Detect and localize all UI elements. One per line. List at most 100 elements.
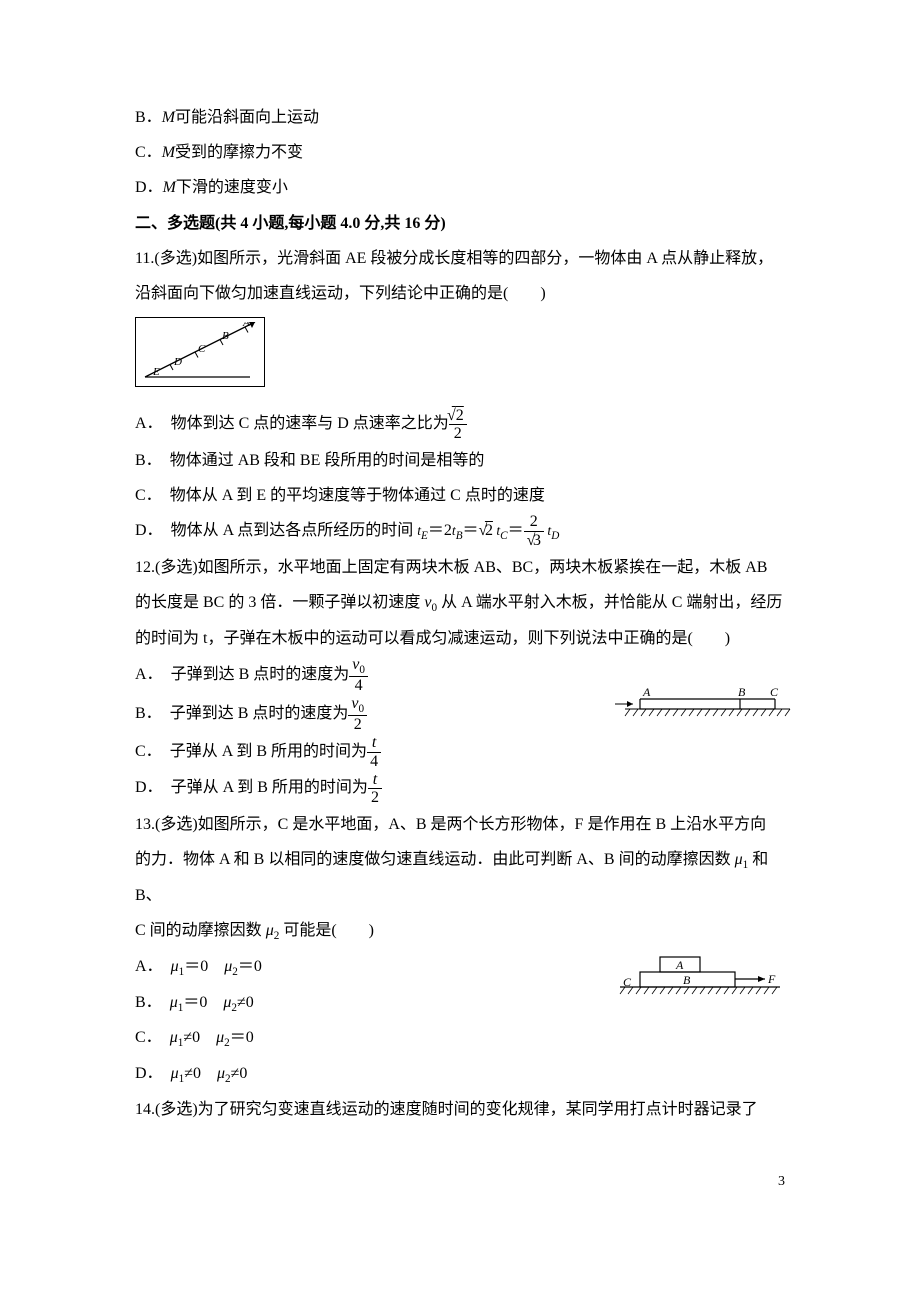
option-label: C． <box>135 1029 154 1046</box>
option-label: A． <box>135 415 155 432</box>
fraction: √22 <box>449 407 467 443</box>
text: 的长度是 BC 的 3 倍．一颗子弹以初速度 <box>135 594 424 611</box>
option-label: C． <box>135 743 154 760</box>
eq: ＝0 <box>183 994 223 1011</box>
svg-text:A: A <box>675 958 684 972</box>
q13-option-d: D． μ1≠0 μ2≠0 <box>135 1056 795 1092</box>
q13-figure-blocks: A B F C <box>605 954 795 1017</box>
eq: ≠0 <box>237 994 254 1011</box>
svg-text:B: B <box>683 973 691 987</box>
q13-option-a: A． μ1＝0 μ2＝0 <box>135 949 605 985</box>
option-label: B． <box>135 109 162 126</box>
numerator: t <box>367 734 381 753</box>
fraction: 2√3 <box>524 513 544 549</box>
svg-text:F: F <box>767 972 776 986</box>
option-label: B． <box>135 452 154 469</box>
var-mu: μ <box>266 922 274 939</box>
q11-stem-2: 沿斜面向下做匀加速直线运动，下列结论中正确的是( ) <box>135 276 795 311</box>
q12-option-d: D． 子弹从 A 到 B 所用的时间为t2 <box>135 770 795 806</box>
eq: ＝ <box>463 522 479 539</box>
eq: ≠0 <box>184 1065 217 1082</box>
numerator: v0 <box>348 695 367 717</box>
svg-text:D: D <box>173 356 182 368</box>
text: 可能是( ) <box>279 922 374 939</box>
eq: ＝0 <box>230 1029 254 1046</box>
var-mu: μ <box>171 1065 179 1082</box>
q12-stem-3: 的时间为 t，子弹在木板中的运动可以看成匀减速运动，则下列说法中正确的是( ) <box>135 621 795 656</box>
q11-figure-incline: A B C D E <box>135 317 265 387</box>
q13-option-b: B． μ1＝0 μ2≠0 <box>135 985 605 1021</box>
q10-option-d: D．M下滑的速度变小 <box>135 170 795 205</box>
option-text: 子弹从 A 到 B 所用的时间为 <box>170 743 367 760</box>
q12-option-a: A． 子弹到达 B 点时的速度为v04 <box>135 656 615 695</box>
text: C 间的动摩擦因数 <box>135 922 266 939</box>
fraction: v04 <box>349 656 368 695</box>
option-label: D． <box>135 1065 155 1082</box>
eq: ＝2 <box>428 522 452 539</box>
eq: ≠0 <box>231 1065 248 1082</box>
subscript: E <box>421 530 428 542</box>
var-m: M <box>162 144 175 161</box>
option-text: 子弹从 A 到 B 所用的时间为 <box>171 779 368 796</box>
option-text: 可能沿斜面向上运动 <box>175 109 319 126</box>
q11-stem-1: 11.(多选)如图所示，光滑斜面 AE 段被分成长度相等的四部分，一物体由 A … <box>135 241 795 276</box>
q13-stem-2: 的力．物体 A 和 B 以相同的速度做匀速直线运动．由此可判断 A、B 间的动摩… <box>135 842 795 913</box>
option-label: A． <box>135 958 155 975</box>
option-text: 物体到达 C 点的速率与 D 点速率之比为 <box>171 415 449 432</box>
q13-stem-3: C 间的动摩擦因数 μ2 可能是( ) <box>135 913 795 949</box>
var-mu: μ <box>171 958 179 975</box>
numerator: 2 <box>524 513 544 532</box>
option-text: 物体通过 AB 段和 BE 段所用的时间是相等的 <box>170 452 485 469</box>
eq: ≠0 <box>183 1029 216 1046</box>
option-label: D． <box>135 179 163 196</box>
var-mu: μ <box>216 1029 224 1046</box>
page-number: 3 <box>135 1167 795 1198</box>
denominator: 2 <box>368 789 382 807</box>
eq: ＝0 <box>238 958 262 975</box>
option-text: 物体从 A 到 E 的平均速度等于物体通过 C 点时的速度 <box>170 487 545 504</box>
option-text: 下滑的速度变小 <box>176 179 288 196</box>
var-mu: μ <box>170 994 178 1011</box>
option-text: 子弹到达 B 点时的速度为 <box>170 705 349 722</box>
svg-text:C: C <box>770 686 779 699</box>
q13-stem-1: 13.(多选)如图所示，C 是水平地面，A、B 是两个长方形物体，F 是作用在 … <box>135 807 795 842</box>
var-m: M <box>162 109 175 126</box>
var-mu: μ <box>217 1065 225 1082</box>
eq: ＝0 <box>184 958 224 975</box>
numerator: t <box>368 771 382 790</box>
option-text: 子弹到达 B 点时的速度为 <box>171 666 350 683</box>
numerator: √2 <box>449 407 467 426</box>
option-label: B． <box>135 994 154 1011</box>
q10-option-b: B．M可能沿斜面向上运动 <box>135 100 795 135</box>
q11-option-b: B． 物体通过 AB 段和 BE 段所用的时间是相等的 <box>135 443 795 478</box>
option-label: D． <box>135 522 155 539</box>
svg-text:B: B <box>222 330 229 342</box>
option-text: 受到的摩擦力不变 <box>175 144 303 161</box>
text: 从 A 端水平射入木板，并恰能从 C 端射出，经历 <box>437 594 782 611</box>
var-mu: μ <box>170 1029 178 1046</box>
fraction: v02 <box>348 695 367 734</box>
q11-option-d: D． 物体从 A 点到达各点所经历的时间 tE＝2tB＝√2 tC＝2√3 tD <box>135 513 795 549</box>
denominator: 4 <box>367 753 381 771</box>
var-mu: μ <box>735 851 743 868</box>
subscript: B <box>456 530 463 542</box>
q11-option-a: A． 物体到达 C 点的速率与 D 点速率之比为 √22 <box>135 406 795 442</box>
svg-text:A: A <box>242 322 250 329</box>
q13-option-c: C． μ1≠0 μ2＝0 <box>135 1020 795 1056</box>
svg-text:A: A <box>642 686 651 699</box>
section-2-title: 二、多选题(共 4 小题,每小题 4.0 分,共 16 分) <box>135 206 795 241</box>
denominator: √3 <box>524 532 544 550</box>
q12-figure-boards: A B C <box>615 686 795 734</box>
numerator: v0 <box>349 656 368 678</box>
option-text: 物体从 A 点到达各点所经历的时间 <box>171 522 418 539</box>
svg-text:E: E <box>152 366 160 378</box>
option-label: D． <box>135 779 155 796</box>
text: 的力．物体 A 和 B 以相同的速度做匀速直线运动．由此可判断 A、B 间的动摩… <box>135 851 735 868</box>
q10-option-c: C．M受到的摩擦力不变 <box>135 135 795 170</box>
svg-text:B: B <box>738 686 746 699</box>
q11-option-c: C． 物体从 A 到 E 的平均速度等于物体通过 C 点时的速度 <box>135 478 795 513</box>
sqrt2: √2 <box>479 522 493 539</box>
denominator: 2 <box>449 425 467 443</box>
q14-stem-1: 14.(多选)为了研究匀变速直线运动的速度随时间的变化规律，某同学用打点计时器记… <box>135 1092 795 1127</box>
option-label: C． <box>135 487 154 504</box>
